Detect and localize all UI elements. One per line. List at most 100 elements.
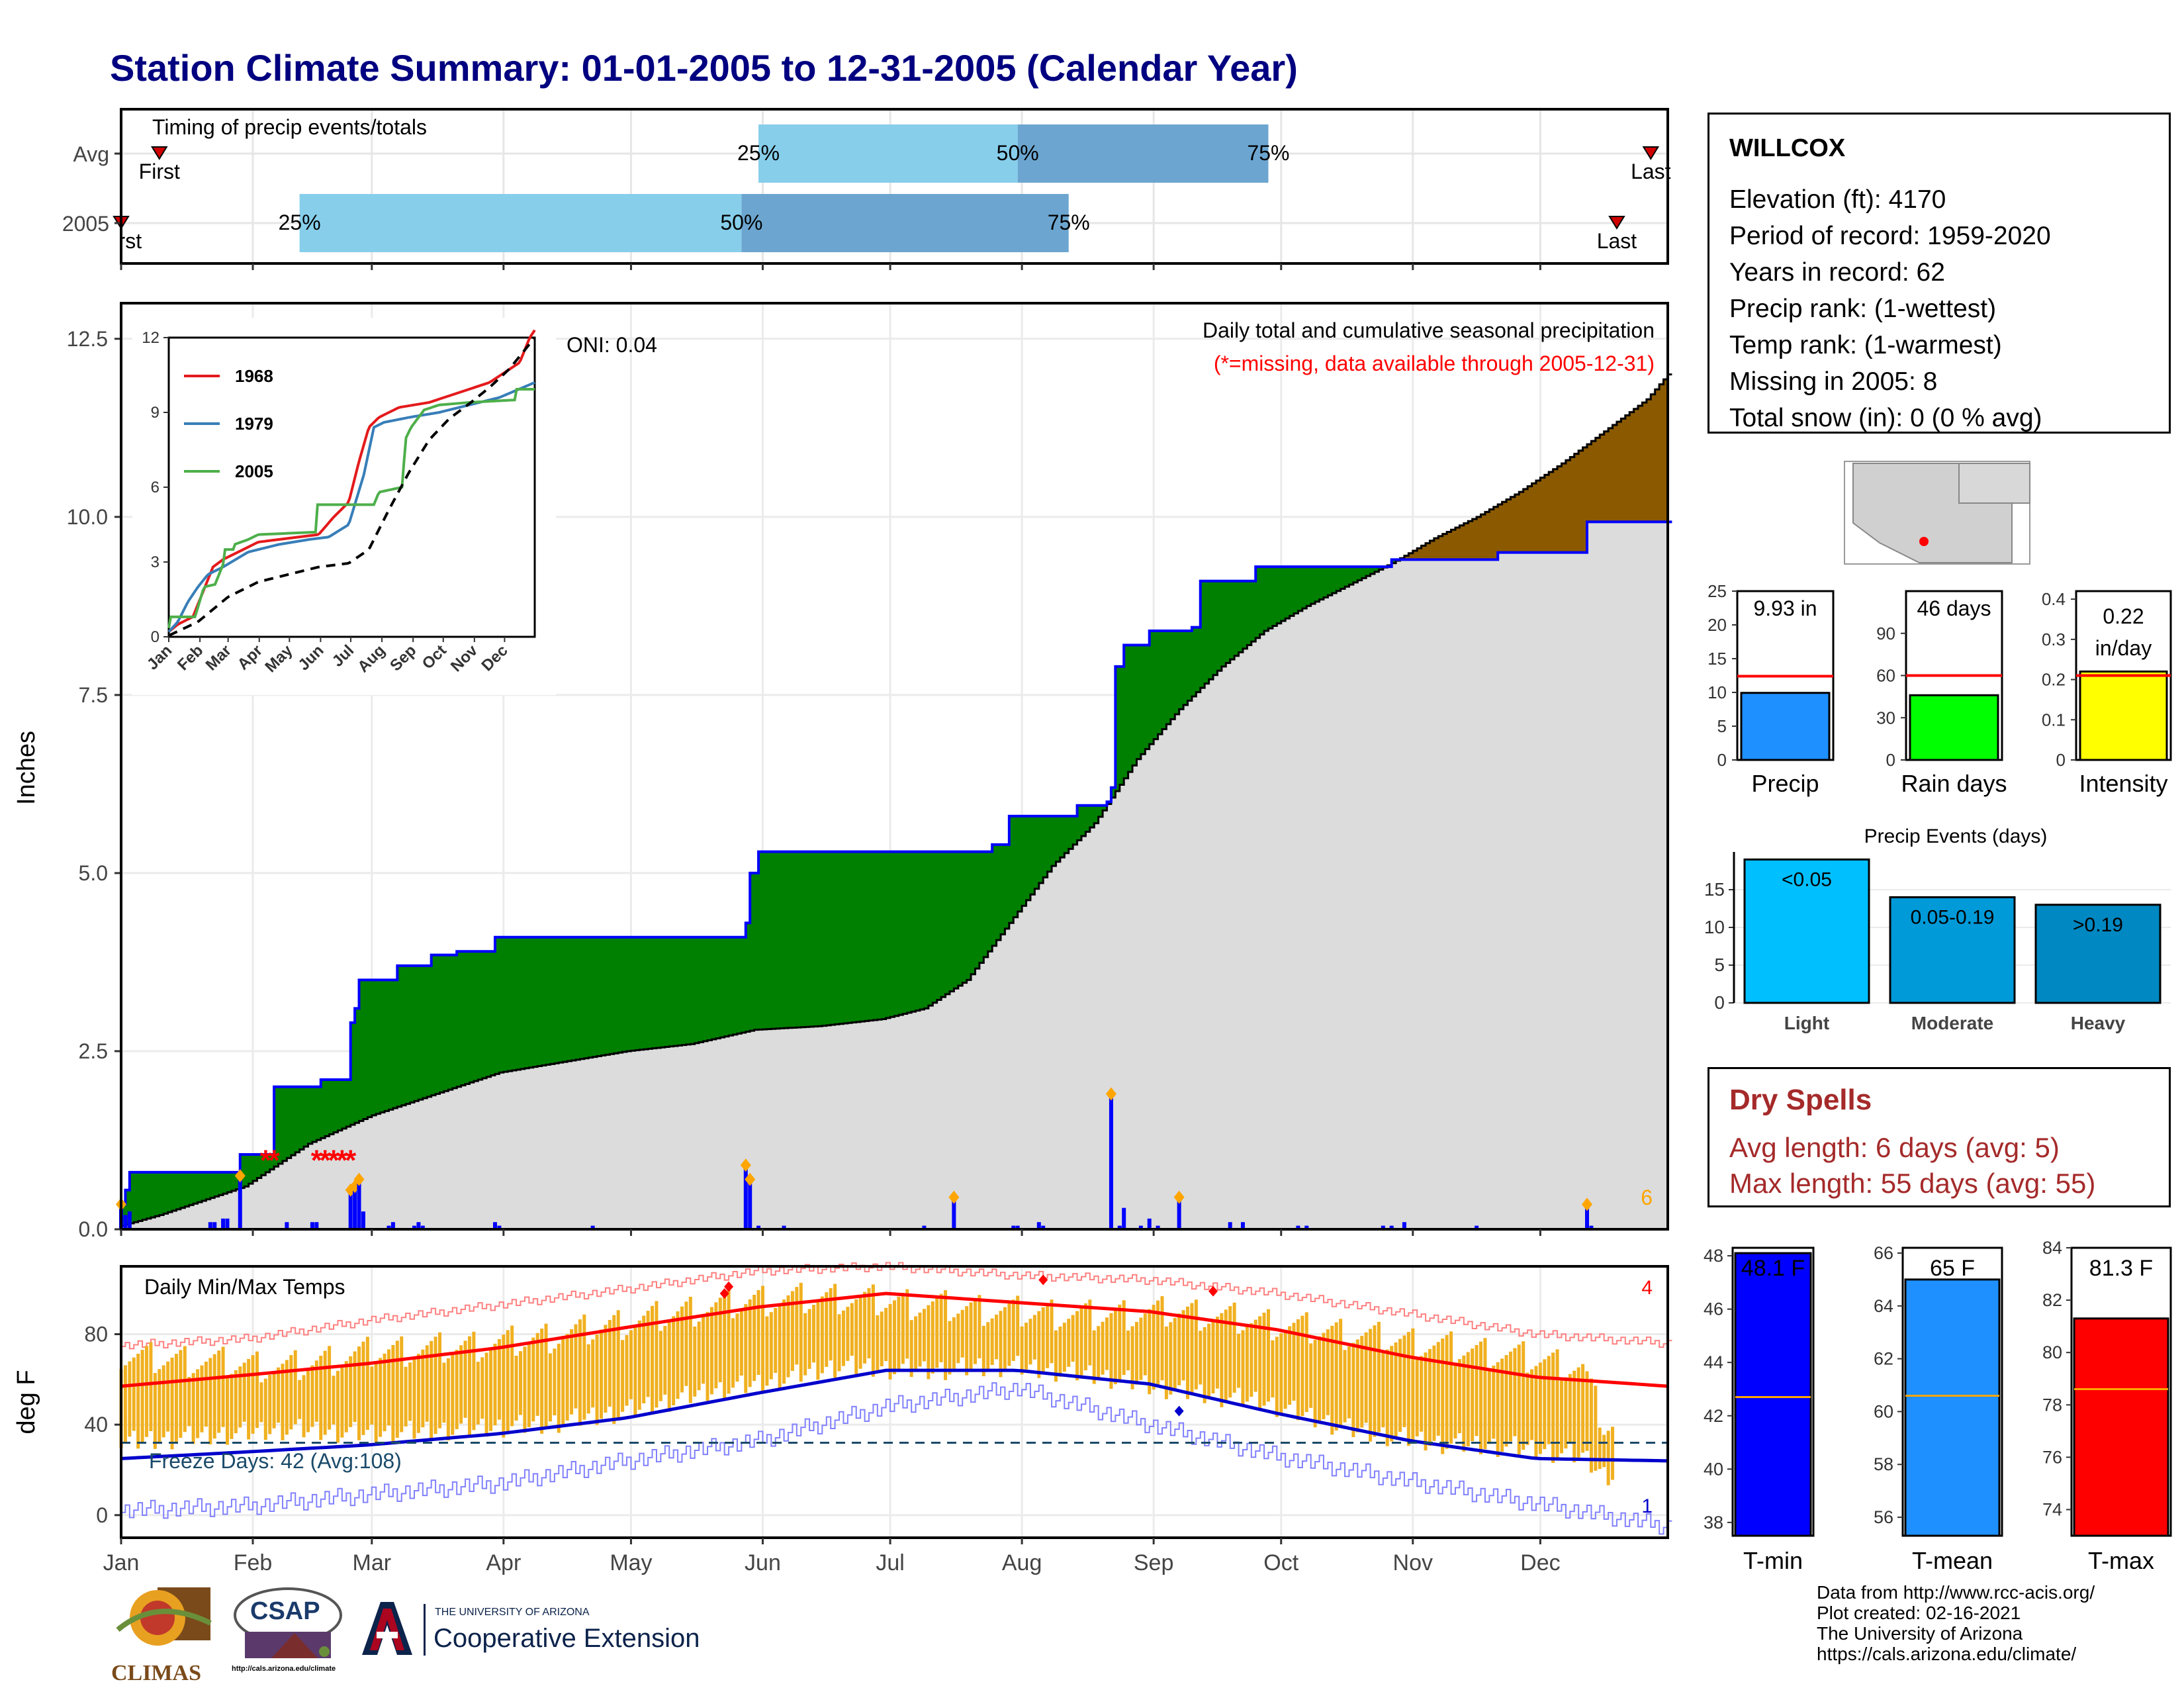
timing-first-marker [150,146,168,160]
dry-spells-box: Dry Spells Avg length: 6 days (avg: 5) M… [1707,1067,2171,1207]
precip-daily-bar [208,1222,212,1229]
precip-ytick-label: 5.0 [79,861,108,885]
tempbars-ytick-label: 44 [1704,1352,1723,1372]
temps-record-high-marker [1208,1286,1218,1297]
csap-logo: CSAP http://cals.arizona.edu/climate [232,1585,344,1678]
precip-2005-line [121,520,1672,1206]
precip-daily-bar [123,1215,128,1229]
temps-freeze-label: Freeze Days: 42 (Avg:108) [149,1449,402,1473]
precip-above-avg-area [121,559,1400,1226]
station-years: Years in record: 62 [1729,258,1945,287]
tempbars-value-label: 81.3 F [2089,1256,2153,1281]
tempbars-ytick-label: 46 [1704,1299,1723,1319]
precip-daily-bar [1109,1094,1113,1229]
inset-legend-label: 2005 [235,461,273,481]
totals-ytick-label: 15 [1707,649,1727,669]
events-bar-label: >0.19 [2073,914,2123,936]
events-ytick-label: 10 [1704,917,1725,937]
tempbars-ytick-label: 82 [2042,1290,2062,1310]
precip-daily-bar [748,1179,752,1229]
locator-map [1844,461,2030,565]
tempbars-ytick-label: 48 [1704,1246,1723,1266]
page-title: Station Climate Summary: 01-01-2005 to 1… [110,47,1298,89]
tempbars-ytick-label: 80 [2042,1342,2062,1362]
timing-last-marker [1642,146,1660,160]
precip-daily-bar [1475,1225,1479,1229]
tempbars-ytick-label: 58 [1874,1454,1893,1474]
precip-title: Daily total and cumulative seasonal prec… [1203,318,1655,342]
events-category-label: Light [1784,1013,1829,1033]
precip-daily-bar [756,1225,761,1229]
temps-record-high-marker [724,1281,734,1292]
tempbars-category-label: T-mean [1912,1547,1993,1574]
precip-daily-bar [416,1222,421,1229]
station-missing: Missing in 2005: 8 [1729,367,1938,396]
precip-ytick-label: 12.5 [67,327,108,351]
precip-daily-bar [1147,1218,1152,1229]
precip-daily-bar [212,1222,217,1229]
totals-category-label: Rain days [1901,770,2007,797]
precip-daily-bar [314,1222,319,1229]
timing-last-label: Last [1631,160,1671,183]
station-snow: Total snow (in): 0 (0 % avg) [1729,404,2042,432]
totals-ytick-label: 10 [1707,682,1727,702]
tempbars-value-label: 48.1 F [1741,1256,1805,1281]
inset-oni-label: ONI: 0.04 [567,333,657,357]
precip-missing-marker: * [269,1144,281,1176]
events-bar-label: <0.05 [1782,868,1832,890]
events-ytick-label: 0 [1714,992,1725,1013]
totals-ytick-label: 0.2 [2042,670,2066,690]
precip-daily-bar [497,1225,502,1229]
precip-daily-bar [492,1222,497,1229]
precip-daily-bar [1304,1225,1309,1229]
precip-daily-bar [412,1225,417,1229]
precip-daily-bar [221,1218,226,1229]
inset-ytick-label: 6 [151,479,159,496]
totals-ytick-label: 0 [1717,750,1727,770]
totals-ytick-label: 20 [1707,615,1727,635]
timing-label-50: 50% [997,141,1039,165]
temps-xtick-label: May [610,1550,652,1575]
dry-spells-title: Dry Spells [1729,1084,1872,1116]
inset-line-1968 [167,329,536,633]
totals-bar-0 [1740,692,1831,761]
map-neighbor-shape [1958,463,2030,504]
temps-record-high-marker [1038,1274,1048,1286]
totals-value-label: 9.93 in [1753,596,1817,620]
temps-avg-min-line [120,1368,1668,1463]
temps-count-low: 1 [1641,1495,1653,1517]
precip-ytick-label: 2.5 [79,1039,108,1063]
precip-daily-bar [782,1225,786,1229]
timing-clip-cover [0,232,120,258]
timing-label-50: 50% [720,211,762,234]
precip-note: (*=missing, data available through 2005-… [1214,352,1655,375]
credits: Data from http://www.rcc-acis.org/ Plot … [1817,1582,2095,1664]
timing-title: Timing of precip events/totals [152,115,427,139]
temps-ytick-label: 40 [84,1413,108,1436]
inset-legend-label: 1968 [235,366,273,386]
ua-divider [424,1604,426,1656]
temps-panel-frame [120,1265,1669,1539]
station-info-box: WILLCOX Elevation (ft): 4170 Period of r… [1707,113,2171,434]
precip-daily-bar [387,1225,391,1229]
timing-bar-q25-q50 [758,124,1018,183]
precip-daily-bar [310,1222,314,1229]
dry-spells-max: Max length: 55 days (avg: 55) [1729,1168,2096,1199]
totals-ytick-label: 0.4 [2042,589,2066,609]
ua-logo: THE UNIVERSITY OF ARIZONA Cooperative Ex… [361,1599,758,1665]
inset-ytick-label: 9 [151,404,159,422]
climas-logo: CLIMAS [111,1583,217,1685]
station-elevation: Elevation (ft): 4170 [1729,185,1946,214]
events-bar [1743,858,1870,1004]
timing-bar-q50-q75 [741,194,1069,252]
precip-event-marker [234,1169,246,1183]
totals-ytick-label: 25 [1707,581,1727,601]
precip-daily-bar [1402,1222,1406,1229]
inset-line-1979 [167,381,535,633]
credit-data-source: Data from http://www.rcc-acis.org/ [1817,1582,2095,1603]
totals-ytick-label: 0 [1886,750,1895,770]
precip-daily-bar [922,1225,927,1229]
temps-xtick-label: Mar [353,1550,392,1575]
tempbars-bar-1 [1904,1278,2001,1537]
